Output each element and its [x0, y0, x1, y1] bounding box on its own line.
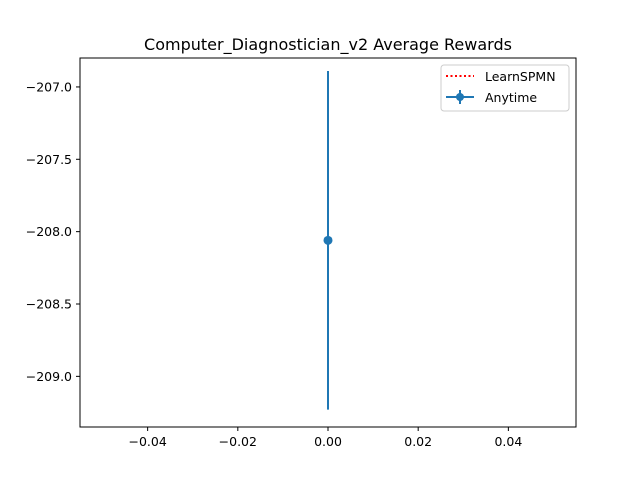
legend-label: LearnSPMN	[485, 69, 556, 84]
legend-anytime-marker	[456, 93, 464, 101]
x-tick-label: 0.02	[404, 434, 432, 449]
plot-area: −0.04 −0.02 0.00 0.02 0.04 −207.0 −207.5 −208.0…	[26, 71, 522, 449]
y-tick-label: −207.5	[26, 152, 72, 167]
legend-label: Anytime	[485, 90, 537, 105]
y-tick-label: −208.0	[26, 224, 72, 239]
legend: LearnSPMN Anytime	[440, 64, 570, 112]
x-tick-label: −0.02	[219, 434, 257, 449]
y-tick-label: −208.5	[26, 297, 72, 312]
chart-title: Computer_Diagnostician_v2 Average Reward…	[144, 35, 512, 55]
x-tick-label: 0.04	[494, 434, 522, 449]
axes-frame	[79, 57, 577, 428]
y-tick-label: −207.0	[26, 79, 72, 94]
x-tick-label: −0.04	[128, 434, 166, 449]
anytime-data-point	[323, 235, 333, 245]
y-tick-label: −209.0	[26, 369, 72, 384]
x-tick-label: 0.00	[314, 434, 342, 449]
